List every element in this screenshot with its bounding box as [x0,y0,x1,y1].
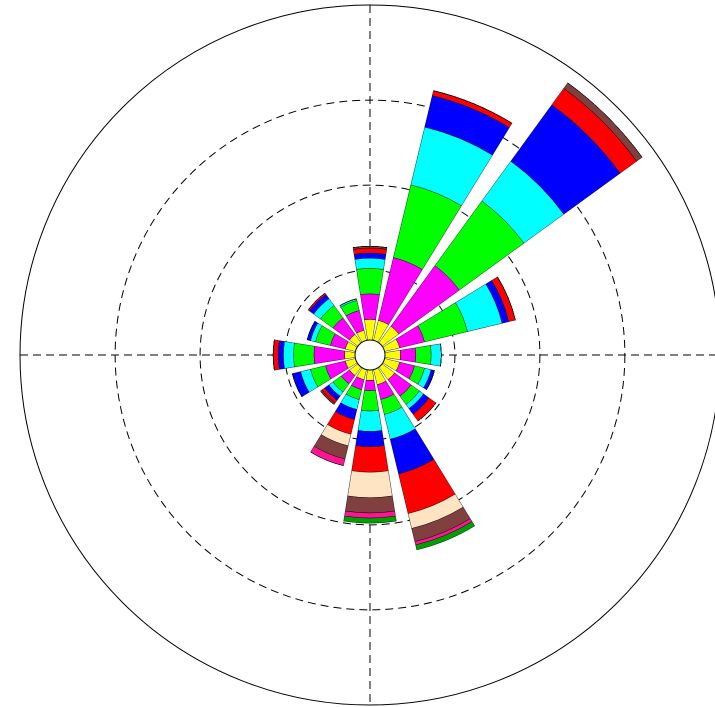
wind-segment [307,321,316,340]
wind-segment [278,340,285,370]
wind-segment [364,379,376,391]
wind-segment [292,373,303,397]
wind-segment [313,346,346,364]
wind-segment [360,293,380,320]
wind-segment [307,292,326,311]
wind-segment [343,515,397,524]
wind-segment [417,402,437,422]
wind-segment [352,246,388,248]
wind-segment [415,521,476,551]
wind-segment [345,495,395,514]
wind-segment [356,268,384,295]
center-hole [354,339,386,371]
wind-segment [433,90,513,124]
wind-segment [361,390,379,412]
wind-segment [354,257,386,270]
wind-segment [430,343,442,367]
wind-segment [399,347,417,363]
wind-segment [351,445,389,473]
wind-segment [283,341,295,369]
wind-segment [415,345,432,365]
wind-segment [440,343,442,367]
grid-ring [199,184,541,526]
wind-segment [357,410,383,432]
wind-segment [347,470,393,498]
wind-segment [567,82,643,158]
wind-segment [293,342,315,368]
bars [272,82,643,551]
wind-segment [355,430,385,447]
